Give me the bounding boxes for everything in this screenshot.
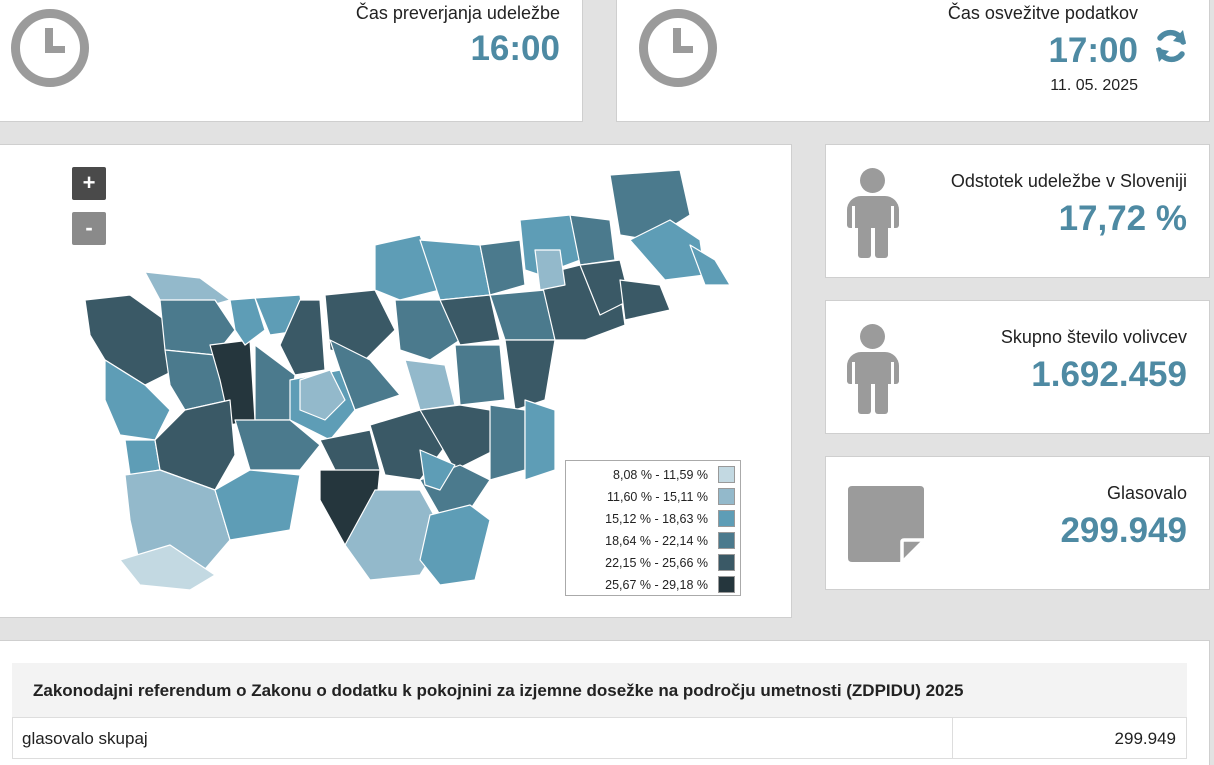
person-icon xyxy=(847,324,899,414)
legend-item: 22,15 % - 25,66 % xyxy=(566,551,742,573)
legend-item: 11,60 % - 15,11 % xyxy=(566,485,742,507)
map-region xyxy=(689,244,731,286)
map-region xyxy=(454,344,506,406)
clock-icon xyxy=(11,9,89,87)
turnout-card: Odstotek udeležbe v Sloveniji 17,72 % xyxy=(825,144,1210,278)
voted-label: Glasovalo xyxy=(1106,483,1187,503)
map-region xyxy=(299,369,346,421)
referendum-title: Zakonodajni referendum o Zakonu o dodatk… xyxy=(12,663,1187,717)
map-region xyxy=(439,294,501,346)
refresh-time-card: Čas osvežitve podatkov 17:00 11. 05. 202… xyxy=(616,0,1210,122)
slovenia-map[interactable] xyxy=(0,150,760,610)
legend-swatch xyxy=(718,488,735,505)
voted-value: 299.949 xyxy=(1060,511,1187,550)
map-region xyxy=(419,504,491,586)
legend-label: 22,15 % - 25,66 % xyxy=(605,556,708,570)
check-time-value: 16:00 xyxy=(470,29,560,68)
voters-value: 1.692.459 xyxy=(1031,355,1187,394)
clock-icon xyxy=(639,9,717,87)
legend-label: 8,08 % - 11,59 % xyxy=(613,468,708,482)
map-region xyxy=(569,214,616,266)
check-time-label: Čas preverjanja udeležbe xyxy=(355,3,560,23)
zoom-out-button[interactable]: - xyxy=(72,212,106,245)
map-region xyxy=(229,297,266,346)
map-region xyxy=(324,289,396,361)
map-region xyxy=(489,404,526,481)
refresh-icon[interactable] xyxy=(1152,27,1190,65)
voters-label: Skupno število volivcev xyxy=(1000,327,1187,347)
legend-swatch xyxy=(718,466,735,483)
map-region xyxy=(479,239,526,296)
check-time-card: Čas preverjanja udeležbe 16:00 xyxy=(0,0,583,122)
map-region xyxy=(84,294,176,386)
map-region xyxy=(534,249,566,291)
person-icon xyxy=(847,168,899,258)
map-region xyxy=(524,399,556,481)
turnout-value: 17,72 % xyxy=(1058,199,1187,238)
map-region xyxy=(504,339,556,411)
legend-label: 11,60 % - 15,11 % xyxy=(607,490,708,504)
map-region xyxy=(279,299,326,376)
refresh-time-label: Čas osvežitve podatkov xyxy=(947,3,1138,23)
legend-label: 25,67 % - 29,18 % xyxy=(605,578,708,592)
map-region xyxy=(124,439,161,476)
map-region xyxy=(404,359,456,411)
map-region xyxy=(214,469,301,541)
refresh-time-value: 17:00 xyxy=(1048,31,1138,70)
table-row: glasovalo skupaj 299.949 xyxy=(12,717,1187,759)
row-label: glasovalo skupaj xyxy=(13,718,953,758)
legend-swatch xyxy=(718,554,735,571)
map-region xyxy=(119,544,216,591)
map-region xyxy=(394,299,461,361)
voters-card: Skupno število volivcev 1.692.459 xyxy=(825,300,1210,434)
map-legend: 8,08 % - 11,59 % 11,60 % - 15,11 % 15,12… xyxy=(565,460,741,596)
map-region xyxy=(234,419,321,471)
legend-item: 8,08 % - 11,59 % xyxy=(566,463,742,485)
legend-item: 25,67 % - 29,18 % xyxy=(566,573,742,595)
turnout-label: Odstotek udeležbe v Sloveniji xyxy=(950,171,1187,191)
map-region xyxy=(329,339,401,411)
row-value: 299.949 xyxy=(1114,729,1176,748)
legend-label: 18,64 % - 22,14 % xyxy=(605,534,708,548)
legend-label: 15,12 % - 18,63 % xyxy=(605,512,708,526)
map-region xyxy=(159,299,236,356)
map-region xyxy=(619,279,671,321)
legend-item: 15,12 % - 18,63 % xyxy=(566,507,742,529)
refresh-date: 11. 05. 2025 xyxy=(1050,77,1138,94)
ballot-icon xyxy=(848,486,924,562)
map-region xyxy=(419,449,456,491)
legend-swatch xyxy=(718,576,735,593)
voted-card: Glasovalo 299.949 xyxy=(825,456,1210,590)
legend-swatch xyxy=(718,532,735,549)
legend-item: 18,64 % - 22,14 % xyxy=(566,529,742,551)
map-region xyxy=(124,469,231,576)
legend-swatch xyxy=(718,510,735,527)
zoom-in-button[interactable]: + xyxy=(72,167,106,200)
